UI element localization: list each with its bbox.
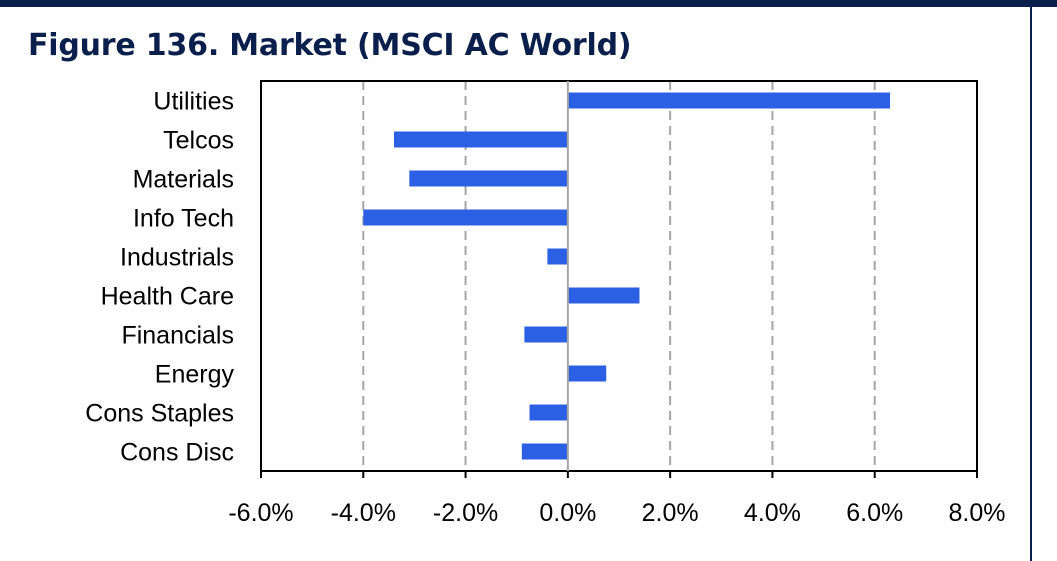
x-tick-labels: -6.0% -4.0% -2.0% 0.0% 2.0% 4.0% 6.0% 8.0% <box>228 471 1005 527</box>
x-tick-label: -6.0% <box>228 499 293 527</box>
category-labels: Utilities Telcos Materials Info Tech Industr… <box>85 88 234 467</box>
right-border-rule <box>1030 7 1032 561</box>
category-label: Industrials <box>120 244 234 272</box>
header-bar <box>0 0 1057 7</box>
bar-health-care <box>567 287 640 304</box>
x-tick-label: -2.0% <box>433 499 498 527</box>
bars <box>363 92 891 460</box>
category-label: Telcos <box>163 127 234 155</box>
plot-area-frame <box>260 80 978 472</box>
bar-cons-staples <box>529 404 568 421</box>
bar-cons-disc <box>521 443 568 460</box>
x-tick-label: -4.0% <box>331 499 396 527</box>
x-tick-label: 2.0% <box>642 499 699 527</box>
bar-materials <box>409 170 568 187</box>
x-tick-label: 0.0% <box>539 499 596 527</box>
bar-info-tech <box>363 209 568 226</box>
category-label: Energy <box>155 361 235 389</box>
bar-energy <box>567 365 607 382</box>
category-label: Info Tech <box>133 205 234 233</box>
category-label: Utilities <box>153 88 234 116</box>
bar-financials <box>524 326 568 343</box>
category-label: Cons Staples <box>85 400 234 428</box>
figure-title: Figure 136. Market (MSCI AC World) <box>28 28 632 63</box>
x-tick-label: 4.0% <box>744 499 801 527</box>
bar-telcos <box>393 131 568 148</box>
bar-industrials <box>547 248 568 265</box>
x-tick-label: 6.0% <box>846 499 903 527</box>
category-label: Cons Disc <box>120 439 234 467</box>
x-tick-label: 8.0% <box>949 499 1006 527</box>
category-label: Health Care <box>101 283 234 311</box>
bar-utilities <box>567 92 891 109</box>
category-label: Financials <box>121 322 234 350</box>
category-label: Materials <box>133 166 234 194</box>
